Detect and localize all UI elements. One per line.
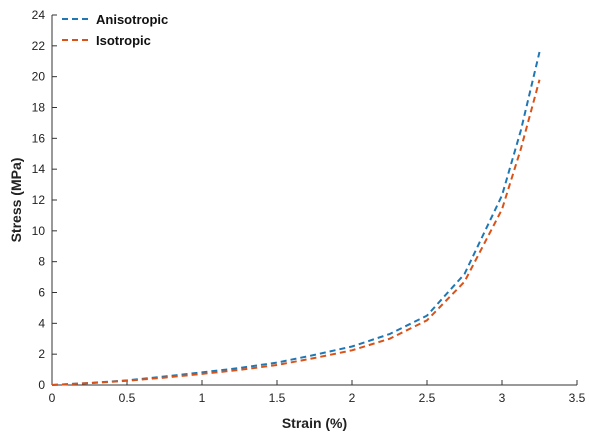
x-tick-label: 1 [199,391,206,405]
y-tick-label: 24 [32,8,46,22]
y-tick-label: 16 [32,131,46,145]
y-tick-label: 22 [32,39,46,53]
y-tick-label: 20 [32,70,46,84]
y-tick-label: 10 [32,224,46,238]
y-tick-label: 18 [32,101,46,115]
x-tick-label: 3 [499,391,506,405]
y-tick-label: 8 [38,255,45,269]
y-tick-label: 0 [38,378,45,392]
x-tick-label: 0 [49,391,56,405]
series-layer [51,51,541,386]
legend: Anisotropic Isotropic [62,12,168,48]
series-line-anisotropic [51,51,541,386]
x-tick-label: 1.5 [269,391,286,405]
y-axis-label: Stress (MPa) [8,158,24,243]
y-tick-label: 14 [32,162,46,176]
y-tick-label: 12 [32,193,46,207]
series-line-isotropic [51,79,541,386]
x-tick-label: 2.5 [419,391,436,405]
legend-label-isotropic: Isotropic [96,33,151,48]
x-tick-label: 0.5 [119,391,136,405]
y-tick-label: 2 [38,347,45,361]
x-axis-label: Strain (%) [282,415,347,431]
x-tick-label: 2 [349,391,356,405]
y-tick-label: 6 [38,286,45,300]
legend-label-anisotropic: Anisotropic [96,12,168,27]
x-axis: 0 0.5 1 1.5 2 2.5 3 3.5 [49,380,586,405]
plot-background [52,15,577,385]
x-tick-label: 3.5 [569,391,586,405]
plot-area [52,15,577,385]
y-tick-label: 4 [38,316,45,330]
